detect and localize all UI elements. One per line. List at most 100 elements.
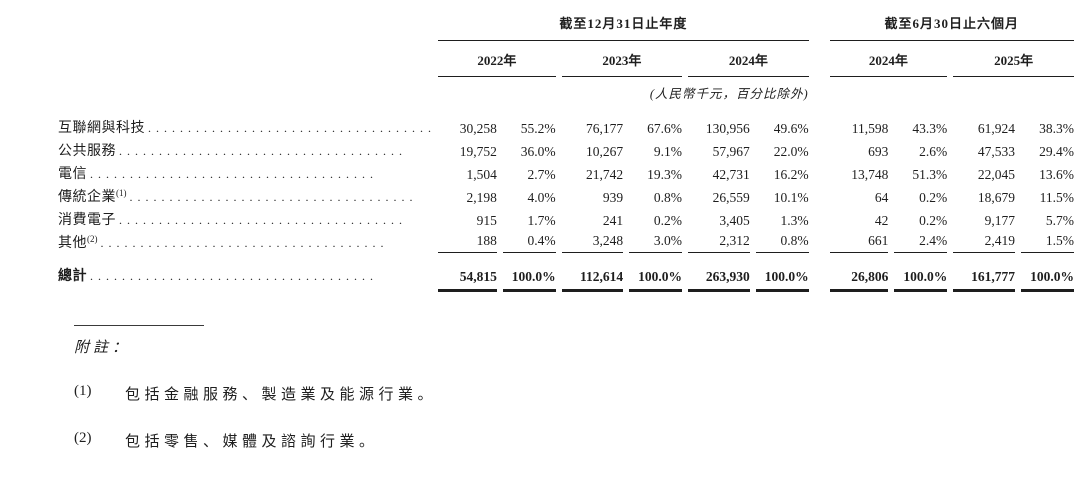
- value-cell: 36.0%: [520, 144, 556, 159]
- column-gap: [815, 161, 824, 184]
- value-cell: 2.6%: [919, 144, 948, 159]
- column-gap: [815, 14, 824, 41]
- footnote-text: 包括零售、媒體及諮詢行業。: [125, 434, 379, 450]
- total-value-cell: 161,777: [971, 269, 1016, 284]
- value-cell: 3.0%: [629, 230, 682, 253]
- column-gap: [815, 207, 824, 230]
- value-cell: 3,405: [719, 213, 750, 228]
- value-cell: 0.4%: [502, 230, 556, 253]
- year-header-2023: 2023年: [561, 41, 682, 77]
- double-rule: [829, 289, 889, 292]
- value-cell: 43.3%: [912, 121, 948, 136]
- double-rule: [953, 289, 1016, 292]
- total-row: 總計 54,815 100.0% 112,614 100.0% 263,930 …: [58, 267, 1074, 286]
- double-rule: [1021, 289, 1074, 292]
- total-value-cell: 100.0%: [511, 269, 556, 284]
- unit-note: (人民幣千元，百分比除外): [649, 87, 809, 101]
- column-gap: [815, 184, 824, 207]
- value-cell: 1.5%: [1021, 230, 1074, 253]
- table-row: 消費電子 915 1.7% 241 0.2% 3,405 1.3% 42 0.2…: [58, 207, 1074, 230]
- value-cell: 61,924: [977, 121, 1016, 136]
- value-cell: 42: [874, 213, 889, 228]
- value-cell: 915: [476, 213, 497, 228]
- value-cell: 0.2%: [653, 213, 682, 228]
- value-cell: 0.8%: [653, 190, 682, 205]
- year-header-2024: 2024年: [688, 41, 809, 77]
- value-cell: 22.0%: [773, 144, 809, 159]
- dot-leader: [90, 267, 432, 286]
- value-cell: 1.3%: [780, 213, 809, 228]
- table-row: 互聯網與科技 30,258 55.2% 76,177 67.6% 130,956…: [58, 115, 1074, 138]
- footnote-item: (1) 包括金融服務、製造業及能源行業。: [74, 383, 1080, 404]
- column-gap: [815, 115, 824, 138]
- value-cell: 47,533: [977, 144, 1016, 159]
- total-value-cell: 100.0%: [638, 269, 682, 284]
- column-gap: [815, 230, 824, 253]
- value-cell: 26,559: [712, 190, 750, 205]
- double-rule: [629, 289, 682, 292]
- row-label-sup: (1): [116, 188, 127, 198]
- column-gap: [815, 77, 824, 115]
- table-row: 電信 1,504 2.7% 21,742 19.3% 42,731 16.2% …: [58, 161, 1074, 184]
- footnote-text: 包括金融服務、製造業及能源行業。: [125, 387, 438, 403]
- total-value-cell: 54,815: [459, 269, 497, 284]
- column-gap: [815, 41, 824, 77]
- value-cell: 939: [602, 190, 624, 205]
- total-value-cell: 263,930: [705, 269, 750, 284]
- value-cell: 2,312: [688, 230, 750, 253]
- value-cell: 13.6%: [1039, 167, 1074, 182]
- period-header-annual: 截至12月31日止年度: [438, 14, 809, 41]
- value-cell: 2,198: [466, 190, 497, 205]
- value-cell: 661: [829, 230, 889, 253]
- value-cell: 0.2%: [919, 213, 948, 228]
- footnote-separator-line: [74, 325, 204, 326]
- year-header-2022: 2022年: [438, 41, 556, 77]
- value-cell: 76,177: [586, 121, 624, 136]
- footnotes-section: 附註： (1) 包括金融服務、製造業及能源行業。 (2) 包括零售、媒體及諮詢行…: [52, 325, 1080, 451]
- value-cell: 19,752: [459, 144, 497, 159]
- value-cell: 3,248: [561, 230, 624, 253]
- footnote-marker: (1): [74, 383, 92, 399]
- row-label-sup: (2): [87, 234, 98, 244]
- year-header-row: 2022年 2023年 2024年 2024年 2025年: [58, 41, 1074, 77]
- value-cell: 10.1%: [773, 190, 809, 205]
- total-value-cell: 26,806: [851, 269, 889, 284]
- value-cell: 30,258: [459, 121, 497, 136]
- row-label: 消費電子: [58, 213, 116, 228]
- value-cell: 18,679: [977, 190, 1016, 205]
- value-cell: 1,504: [466, 167, 497, 182]
- value-cell: 693: [868, 144, 889, 159]
- value-cell: 0.8%: [755, 230, 809, 253]
- dot-leader: [90, 165, 432, 184]
- double-rule: [438, 289, 497, 292]
- double-rule: [688, 289, 750, 292]
- table-row: 傳統企業(1) 2,198 4.0% 939 0.8% 26,559 10.1%…: [58, 184, 1074, 207]
- value-cell: 10,267: [586, 144, 624, 159]
- value-cell: 130,956: [705, 121, 750, 136]
- value-cell: 38.3%: [1039, 121, 1074, 136]
- table-row: 其他(2) 188 0.4% 3,248 3.0% 2,312 0.8% 661…: [58, 230, 1074, 253]
- period-header-interim: 截至6月30日止六個月: [829, 14, 1074, 41]
- total-rule-row: [58, 286, 1074, 292]
- value-cell: 51.3%: [912, 167, 948, 182]
- total-value-cell: 100.0%: [764, 269, 809, 284]
- value-cell: 188: [438, 230, 497, 253]
- value-cell: 67.6%: [647, 121, 682, 136]
- year-header-2025-interim: 2025年: [953, 41, 1074, 77]
- value-cell: 9.1%: [653, 144, 682, 159]
- column-gap: [815, 286, 824, 292]
- total-value-cell: 100.0%: [903, 269, 948, 284]
- row-label: 公共服務: [58, 144, 116, 159]
- value-cell: 16.2%: [773, 167, 809, 182]
- value-cell: 5.7%: [1045, 213, 1074, 228]
- spacer-row: [58, 253, 1074, 267]
- double-rule: [561, 289, 624, 292]
- dot-leader: [148, 119, 432, 138]
- value-cell: 2,419: [953, 230, 1016, 253]
- dot-leader: [101, 234, 433, 253]
- value-cell: 21,742: [586, 167, 624, 182]
- column-gap: [815, 138, 824, 161]
- value-cell: 22,045: [977, 167, 1016, 182]
- value-cell: 49.6%: [773, 121, 809, 136]
